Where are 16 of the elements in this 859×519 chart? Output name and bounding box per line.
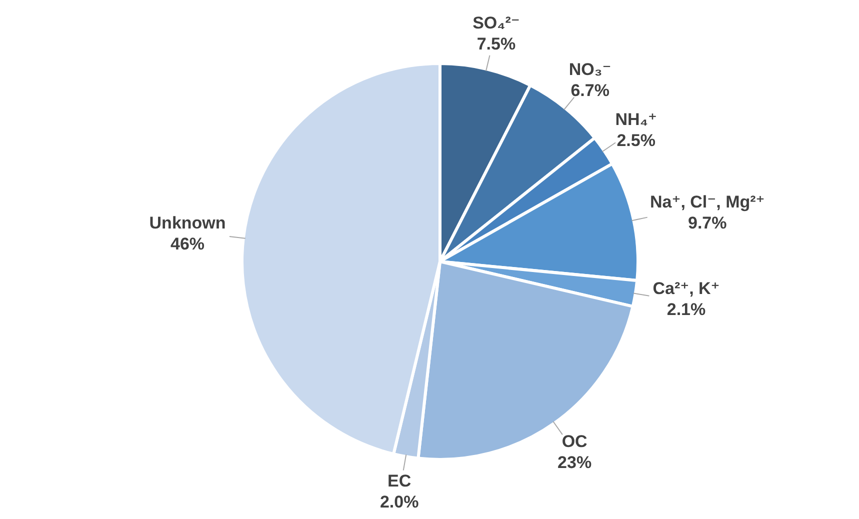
slice-label: NH₄⁺ <box>615 110 657 129</box>
data-label: 2.1% <box>666 300 706 320</box>
data-label: 2.5% <box>616 130 656 150</box>
slice-label: NO₃⁻ <box>568 60 612 79</box>
data-label: 7.5% <box>476 34 516 54</box>
slice-label: OC <box>562 432 588 452</box>
data-label: 46% <box>170 234 205 254</box>
data-label: 23% <box>558 453 592 472</box>
slice-label: Na⁺, Cl⁻, Mg²⁺ <box>650 192 765 212</box>
slice-label: Ca²⁺, K⁺ <box>652 279 720 298</box>
data-label: 9.7% <box>688 213 727 232</box>
slice-label: SO₄²⁻ <box>472 14 520 33</box>
slice-label: Unknown <box>149 214 226 233</box>
data-label: 6.7% <box>570 80 610 100</box>
data-label: 2.0% <box>380 492 419 512</box>
slice-label: EC <box>388 472 412 491</box>
